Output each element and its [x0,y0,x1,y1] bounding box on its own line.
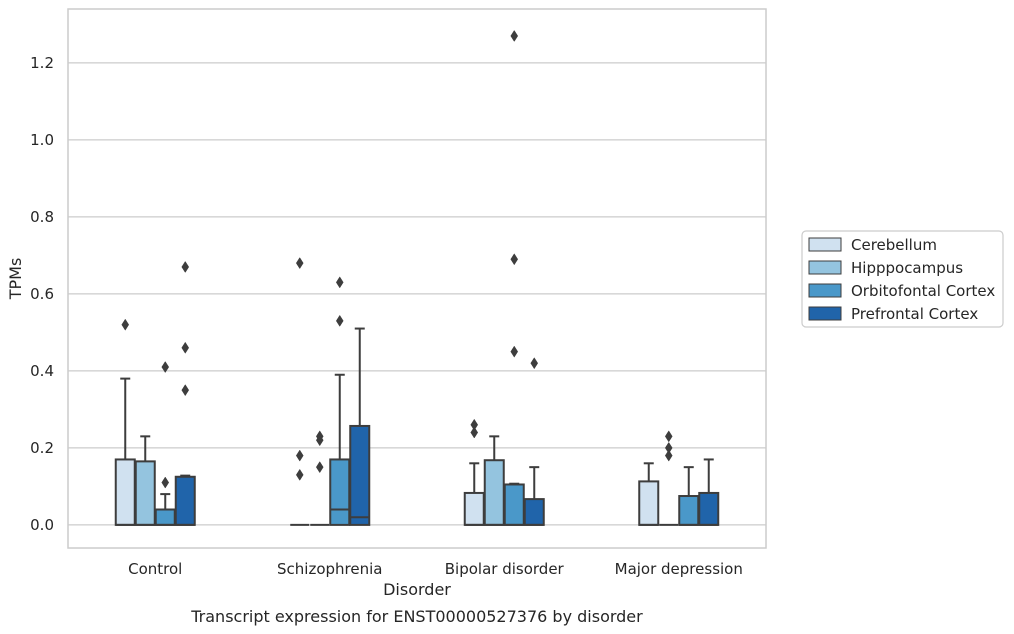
legend-label: Orbitofontal Cortex [851,282,995,300]
outlier-point [510,345,519,358]
box-group-major-depression [638,430,720,526]
y-tick-label: 0.0 [30,516,54,534]
outlier-point [315,461,324,474]
box-body [463,491,485,526]
outlier-point [530,357,539,370]
outlier-point [664,449,673,462]
box-body [329,458,351,526]
box-hipppocampus [134,435,156,526]
legend-label: Prefrontal Cortex [851,305,978,323]
legend-item: Cerebellum [808,236,937,254]
plot-border [67,8,767,549]
legend-item: Hipppocampus [808,259,963,277]
legend-label: Cerebellum [851,236,937,254]
y-tick-label: 0.8 [30,208,54,226]
outlier-point [295,257,304,270]
box-prefrontal-cortex [523,357,545,526]
legend-swatch [808,283,842,298]
outlier-point [510,253,519,266]
outlier-point [181,384,190,397]
outlier-point [181,260,190,273]
outlier-point [181,341,190,354]
legend: Cerebellum Hipppocampus Orbitofontal Corte… [801,230,1004,328]
box-body [698,491,720,526]
legend-swatch [808,306,842,321]
box-cerebellum [638,462,660,526]
legend-item: Orbitofontal Cortex [808,282,995,300]
box-body [114,458,136,526]
plot-frame [67,8,767,549]
box-cerebellum [463,418,485,526]
legend-box [801,230,1004,328]
outlier-point [510,29,519,42]
box-body [678,495,700,526]
box-group-schizophrenia [290,257,371,526]
x-tick-label: Schizophrenia [277,560,382,578]
outlier-point [335,276,344,289]
outlier-point [470,426,479,439]
y-tick-label: 1.2 [30,54,54,72]
legend-label: Hipppocampus [851,259,963,277]
box-cerebellum [290,257,310,526]
box-hipppocampus [310,430,330,526]
outlier-point [315,430,324,443]
y-axis-label: TPMs [6,258,25,301]
outlier-point [295,449,304,462]
box-hipppocampus [483,435,505,526]
x-tick-label: Major depression [615,560,743,578]
box-body [503,483,525,526]
box-body [174,475,196,526]
outlier-point [664,441,673,454]
box-body [349,424,371,526]
box-prefrontal-cortex [174,260,196,526]
x-tick-label: Bipolar disorder [445,560,565,578]
box-body [154,508,176,526]
x-tick-labels: Control Schizophrenia Bipolar disorder Majo… [128,560,743,578]
box-prefrontal-cortex [349,327,371,526]
legend-swatch [808,260,842,275]
y-tick-label: 0.2 [30,439,54,457]
outlier-point [121,318,130,331]
box-prefrontal-cortex [698,458,720,526]
outlier-point [470,418,479,431]
box-body [638,480,660,526]
box-body [134,460,156,526]
box-body [483,459,505,526]
y-tick-label: 1.0 [30,131,54,149]
y-tick-labels: 0.0 0.2 0.4 0.6 0.8 1.0 1.2 [30,54,54,534]
x-tick-label: Control [128,560,182,578]
outlier-point [295,468,304,481]
box-hipppocampus [659,430,679,526]
y-tick-label: 0.4 [30,362,54,380]
legend-item: Prefrontal Cortex [808,305,978,323]
box-orbitofontal-cortex [678,466,700,526]
outlier-point [161,361,170,374]
box-groups [114,29,720,526]
legend-swatch [808,237,842,252]
y-tick-label: 0.6 [30,285,54,303]
box-cerebellum [114,318,136,526]
outlier-point [664,430,673,443]
box-body [523,498,545,526]
box-group-bipolar-disorder [463,29,545,526]
outlier-point [335,314,344,327]
box-orbitofontal-cortex [503,29,525,526]
outlier-point [161,476,170,489]
figure-caption: Transcript expression for ENST0000052737… [190,607,643,626]
x-axis-label: Disorder [383,580,451,599]
box-group-control [114,260,196,526]
